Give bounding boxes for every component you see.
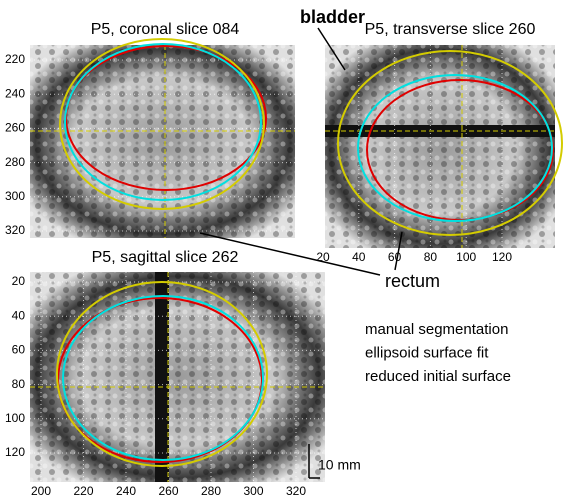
x-tick-label: 80 [424,250,438,264]
legend-label: manual segmentation [365,321,508,338]
panel-title: P5, transverse slice 260 [365,21,536,38]
y-tick-label: 220 [5,52,25,66]
y-tick-label: 20 [12,274,26,288]
x-tick-label: 220 [73,484,93,498]
x-tick-label: 240 [116,484,136,498]
x-tick-label: 300 [243,484,263,498]
x-tick-label: 120 [492,250,512,264]
y-tick-label: 280 [5,155,25,169]
band [155,272,169,482]
y-tick-label: 260 [5,121,25,135]
legend-label: reduced initial surface [365,368,511,385]
panel-title: P5, sagittal slice 262 [92,249,239,266]
x-tick-label: 320 [286,484,306,498]
legend-label: ellipsoid surface fit [365,344,489,361]
scale-label: 10 mm [318,457,361,473]
y-tick-label: 240 [5,86,25,100]
x-tick-label: 40 [352,250,366,264]
x-tick-label: 260 [158,484,178,498]
y-tick-label: 60 [12,343,26,357]
y-tick-label: 320 [5,223,25,237]
x-tick-label: 100 [456,250,476,264]
panel-title: P5, coronal slice 084 [91,21,240,38]
y-tick-label: 300 [5,189,25,203]
x-tick-label: 60 [388,250,402,264]
image-texture [30,272,325,482]
y-tick-label: 100 [5,411,25,425]
x-tick-label: 20 [316,250,330,264]
bladder-label: bladder [300,7,365,27]
y-tick-label: 120 [5,445,25,459]
figure: bladder rectum 10 mm P5, coronal slice 0… [0,0,569,498]
rectum-label: rectum [385,271,440,291]
x-tick-label: 200 [31,484,51,498]
x-tick-label: 280 [201,484,221,498]
y-tick-label: 80 [12,377,26,391]
y-tick-label: 40 [12,308,26,322]
